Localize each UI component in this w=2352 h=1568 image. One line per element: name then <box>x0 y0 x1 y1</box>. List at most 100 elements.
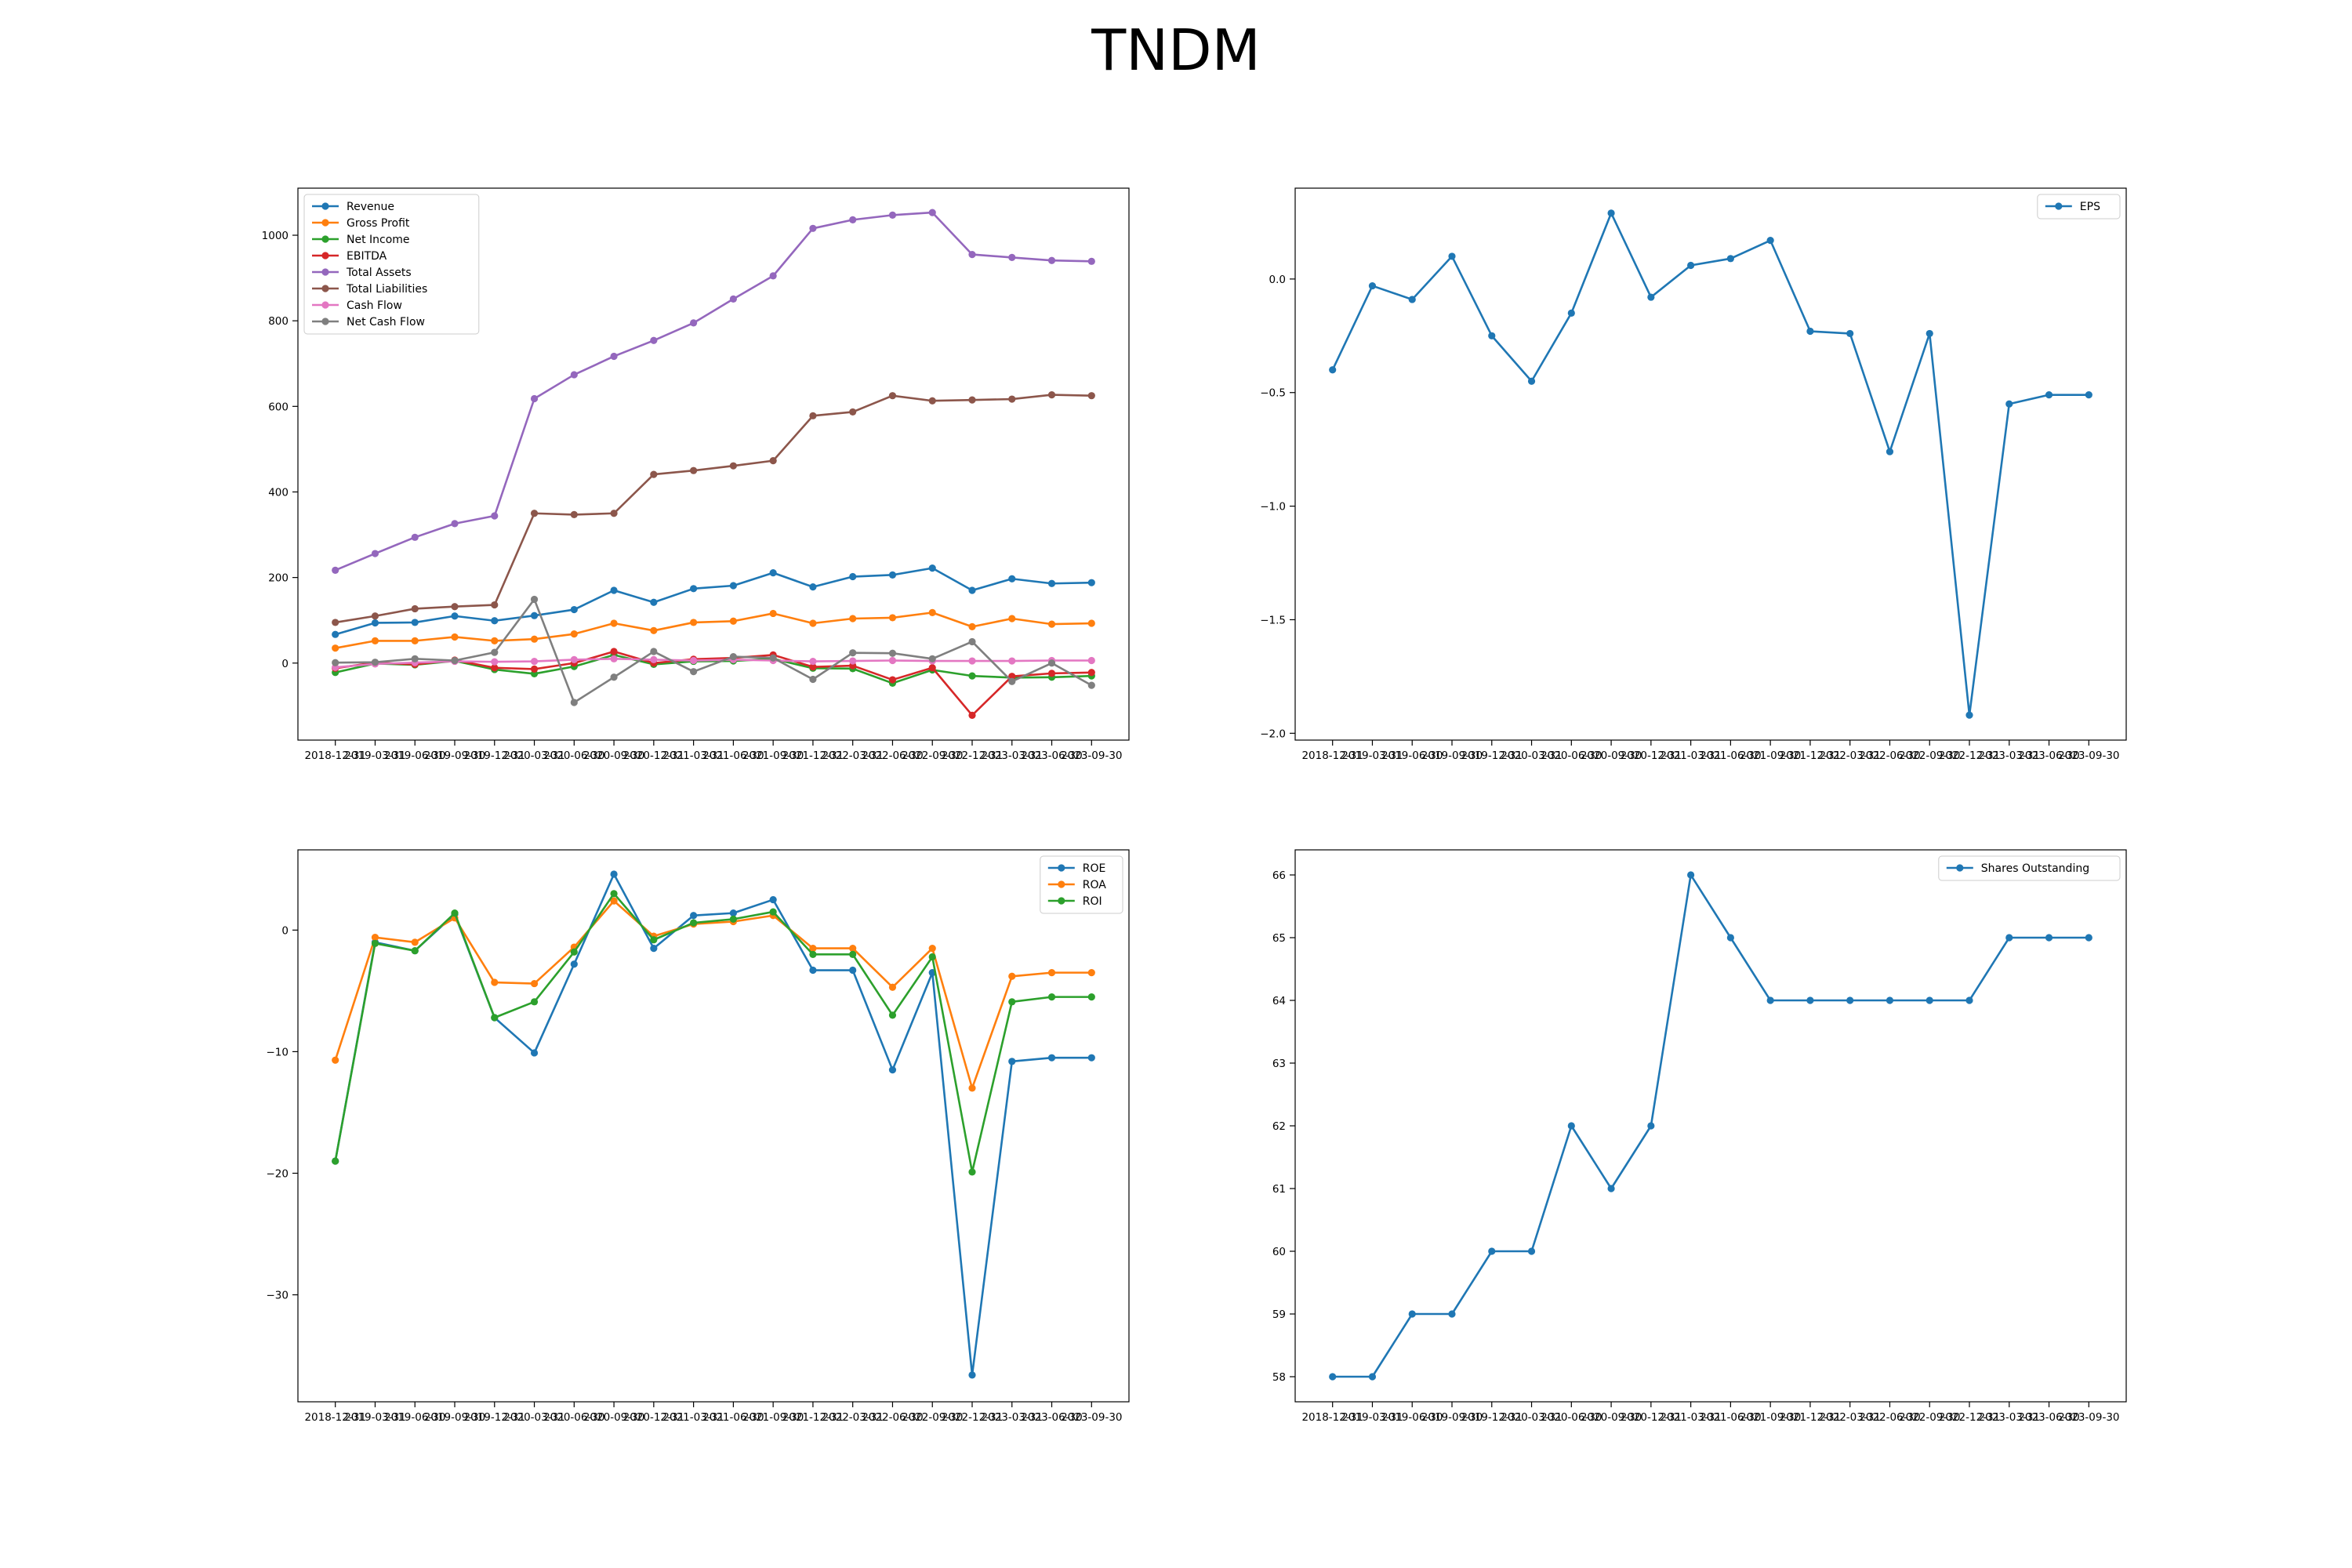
x-tick-label: 2022-03-31 <box>822 750 883 762</box>
x-tick-label: 2023-06-30 <box>2018 750 2079 762</box>
data-point-total-liabilities <box>809 412 817 419</box>
x-tick-label: 2021-12-31 <box>1780 1411 1841 1424</box>
data-point-total-assets <box>650 336 658 344</box>
y-tick-label: 400 <box>268 486 289 499</box>
x-tick-label: 2023-03-31 <box>1979 750 2040 762</box>
x-tick-label: 2018-12-31 <box>1301 750 1363 762</box>
data-point-roa <box>1087 969 1095 977</box>
data-point-gross-profit <box>769 609 777 618</box>
data-point-net-cash-flow <box>690 668 698 676</box>
series-roi <box>332 890 1095 1176</box>
legend-label: Revenue <box>347 201 394 213</box>
x-tick-label: 2021-03-31 <box>662 750 724 762</box>
legend-label: EPS <box>2080 201 2100 213</box>
data-point-total-assets <box>570 371 578 379</box>
data-point-eps <box>1368 281 1377 290</box>
data-point-net-income <box>968 672 976 680</box>
data-point-total-liabilities <box>530 510 539 517</box>
data-point-cash-flow <box>650 655 658 664</box>
data-point-shares-outstanding <box>1687 871 1695 879</box>
data-point-shares-outstanding <box>1965 996 1973 1004</box>
x-tick-label: 2020-12-31 <box>1621 750 1682 762</box>
data-point-total-assets <box>928 209 936 216</box>
x-tick-label: 2022-12-31 <box>1939 750 2000 762</box>
data-point-ebitda <box>968 711 976 719</box>
data-point-roe <box>570 960 578 968</box>
data-point-cash-flow <box>809 657 817 666</box>
x-tick-label: 2020-06-30 <box>543 750 604 762</box>
data-point-roi <box>650 936 658 944</box>
data-point-ebitda <box>610 648 618 655</box>
data-point-gross-profit <box>729 617 737 625</box>
x-tick-label: 2020-09-30 <box>1581 1411 1642 1424</box>
data-point-net-cash-flow <box>1047 659 1056 667</box>
legend-marker <box>2055 202 2063 210</box>
x-tick-label: 2021-03-31 <box>662 1411 724 1424</box>
data-point-total-liabilities <box>849 408 857 416</box>
x-tick-label: 2021-03-31 <box>1660 750 1721 762</box>
data-point-shares-outstanding <box>1607 1185 1615 1192</box>
legend-label: ROE <box>1083 862 1106 875</box>
data-point-roi <box>849 950 857 958</box>
data-point-total-assets <box>411 533 419 541</box>
data-point-roa <box>332 1056 339 1064</box>
data-point-ebitda <box>491 664 499 672</box>
data-point-roi <box>1087 993 1095 1001</box>
x-tick-label: 2019-09-30 <box>424 750 485 762</box>
data-point-eps <box>1527 377 1536 385</box>
data-point-total-liabilities <box>570 510 578 518</box>
x-tick-label: 2022-06-30 <box>1859 750 1920 762</box>
data-point-eps <box>1726 255 1734 263</box>
x-tick-label: 2022-06-30 <box>862 750 923 762</box>
data-point-revenue <box>849 572 857 581</box>
x-tick-label: 2022-12-31 <box>942 750 1003 762</box>
x-tick-label: 2019-06-30 <box>1381 1411 1443 1424</box>
data-point-total-liabilities <box>690 466 698 474</box>
data-point-roa <box>610 897 618 905</box>
figure-title: TNDM <box>1091 17 1261 83</box>
data-point-revenue <box>530 612 539 619</box>
data-point-total-assets <box>729 295 737 303</box>
data-point-roi <box>570 948 578 956</box>
x-tick-label: 2020-09-30 <box>583 750 644 762</box>
y-tick-label: −0.5 <box>1260 387 1286 400</box>
data-point-total-assets <box>371 550 379 557</box>
x-tick-label: 2020-09-30 <box>583 1411 644 1424</box>
x-tick-label: 2018-12-31 <box>304 750 365 762</box>
data-point-total-liabilities <box>451 603 459 611</box>
data-point-ebitda <box>1087 669 1095 677</box>
data-point-gross-profit <box>451 633 459 641</box>
data-point-total-liabilities <box>650 470 658 478</box>
data-point-net-cash-flow <box>371 659 379 666</box>
data-point-roe <box>610 870 618 878</box>
legend-label: Shares Outstanding <box>1981 862 2089 875</box>
legend-marker <box>321 301 329 309</box>
data-point-revenue <box>570 605 578 614</box>
x-tick-label: 2021-12-31 <box>782 1411 844 1424</box>
x-tick-label: 2020-12-31 <box>623 750 684 762</box>
x-tick-label: 2023-03-31 <box>1979 1411 2040 1424</box>
x-tick-label: 2023-09-30 <box>1061 1411 1122 1424</box>
series-roe <box>332 870 1095 1379</box>
y-tick-label: 60 <box>1272 1246 1286 1258</box>
data-point-roi <box>491 1014 499 1022</box>
data-point-total-liabilities <box>729 462 737 470</box>
data-point-eps <box>1766 237 1774 245</box>
data-point-shares-outstanding <box>2045 934 2053 942</box>
x-tick-label: 2023-09-30 <box>2058 750 2119 762</box>
data-point-gross-profit <box>809 619 817 627</box>
data-point-roe <box>849 966 857 975</box>
series-line-gross-profit <box>335 612 1092 649</box>
x-tick-label: 2021-12-31 <box>1780 750 1841 762</box>
data-point-ebitda <box>1008 673 1016 681</box>
y-tick-label: 59 <box>1272 1308 1286 1321</box>
data-point-revenue <box>729 582 737 590</box>
data-point-total-assets <box>451 520 459 528</box>
data-point-net-cash-flow <box>1087 681 1095 689</box>
data-point-total-assets <box>968 250 976 259</box>
data-point-cash-flow <box>849 657 857 665</box>
data-point-roi <box>769 908 777 916</box>
data-point-revenue <box>968 586 976 594</box>
y-tick-label: −20 <box>267 1167 289 1180</box>
data-point-total-liabilities <box>1047 390 1056 399</box>
